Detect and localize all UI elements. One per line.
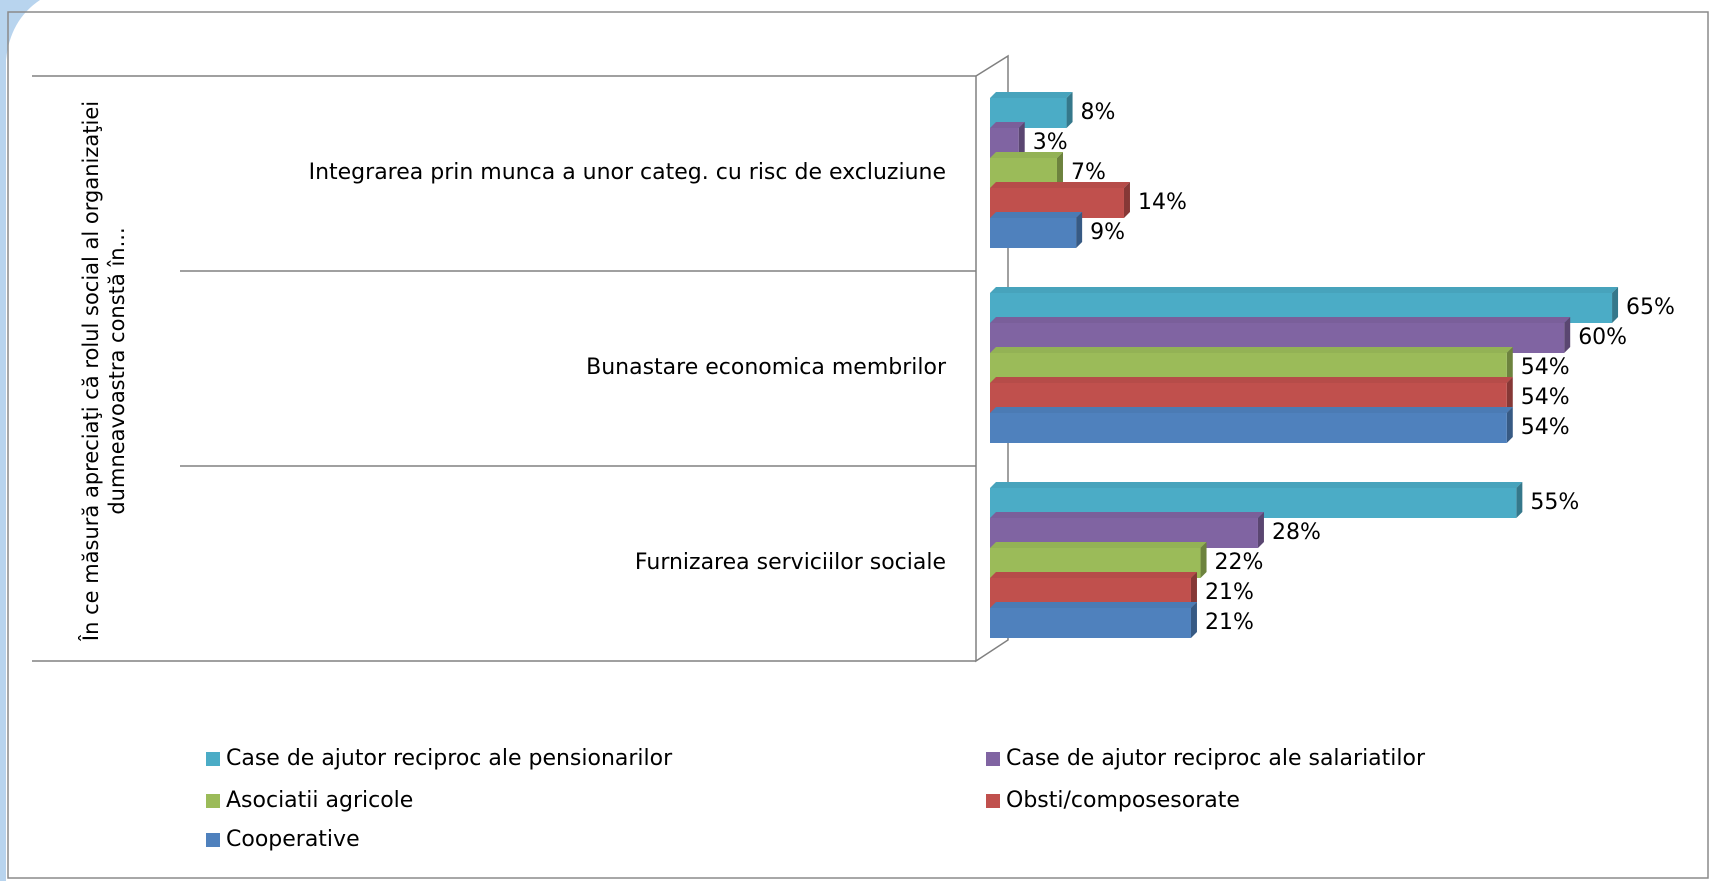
bar-top	[990, 407, 1513, 413]
value-label: 54%	[1521, 385, 1570, 410]
value-label: 60%	[1578, 325, 1627, 350]
legend-swatch	[986, 752, 1000, 766]
bar-top	[990, 542, 1207, 548]
bar-side	[1257, 512, 1264, 548]
bar-side	[1200, 542, 1207, 578]
legend-label: Case de ajutor reciproc ale pensionarilo…	[226, 746, 673, 771]
bar-side	[1076, 212, 1083, 248]
category-label: Bunastare economica membrilor	[586, 355, 947, 380]
bar-side	[1506, 377, 1513, 413]
legend-swatch	[206, 752, 220, 766]
value-label: 55%	[1530, 490, 1579, 515]
bar-top	[990, 122, 1025, 128]
bar-top	[990, 182, 1130, 188]
bar-top	[990, 212, 1083, 218]
bar	[990, 413, 1507, 443]
bar-side	[1123, 182, 1130, 218]
bar-side	[1612, 287, 1619, 323]
bar-top	[990, 482, 1523, 488]
bar-top	[990, 602, 1197, 608]
axis-title: În ce măsură apreciaţi că rolul social a…	[79, 100, 129, 642]
bar-top	[990, 152, 1063, 158]
value-label: 14%	[1138, 190, 1187, 215]
bar-side	[1056, 152, 1063, 188]
bar-side	[1516, 482, 1523, 518]
legend-swatch	[206, 794, 220, 808]
category-label: Furnizarea serviciilor sociale	[635, 550, 946, 575]
bar-side	[1506, 407, 1513, 443]
bar-top	[990, 572, 1197, 578]
value-label: 65%	[1626, 295, 1675, 320]
value-label: 8%	[1081, 100, 1116, 125]
bar-top	[990, 287, 1619, 293]
value-label: 21%	[1205, 610, 1254, 635]
bar-side	[1564, 317, 1571, 353]
bar	[990, 218, 1077, 248]
legend-swatch	[986, 794, 1000, 808]
bar-top	[990, 347, 1513, 353]
value-label: 22%	[1215, 550, 1264, 575]
legend-label: Obsti/composesorate	[1006, 788, 1240, 813]
bar	[990, 608, 1191, 638]
bar-top	[990, 317, 1571, 323]
frame	[7, 11, 1709, 879]
decoration	[0, 0, 40, 881]
value-label: 54%	[1521, 355, 1570, 380]
bar-side	[1066, 92, 1073, 128]
category-label: Integrarea prin munca a unor categ. cu r…	[309, 160, 946, 185]
value-label: 7%	[1071, 160, 1106, 185]
value-label: 54%	[1521, 415, 1570, 440]
legend-label: Case de ajutor reciproc ale salariatilor	[1006, 746, 1426, 771]
bar-top	[990, 377, 1513, 383]
bar-side	[1506, 347, 1513, 383]
legend-swatch	[206, 833, 220, 847]
bar-side	[1190, 602, 1197, 638]
value-label: 21%	[1205, 580, 1254, 605]
legend-label: Asociatii agricole	[226, 788, 413, 813]
axis-frame	[32, 54, 1009, 663]
bar-top	[990, 512, 1264, 518]
bar-side	[1190, 572, 1197, 608]
legend-label: Cooperative	[226, 827, 360, 852]
bar-top	[990, 92, 1073, 98]
value-label: 3%	[1033, 130, 1068, 155]
value-label: 28%	[1272, 520, 1321, 545]
bar-side	[1018, 122, 1025, 158]
value-label: 9%	[1090, 220, 1125, 245]
